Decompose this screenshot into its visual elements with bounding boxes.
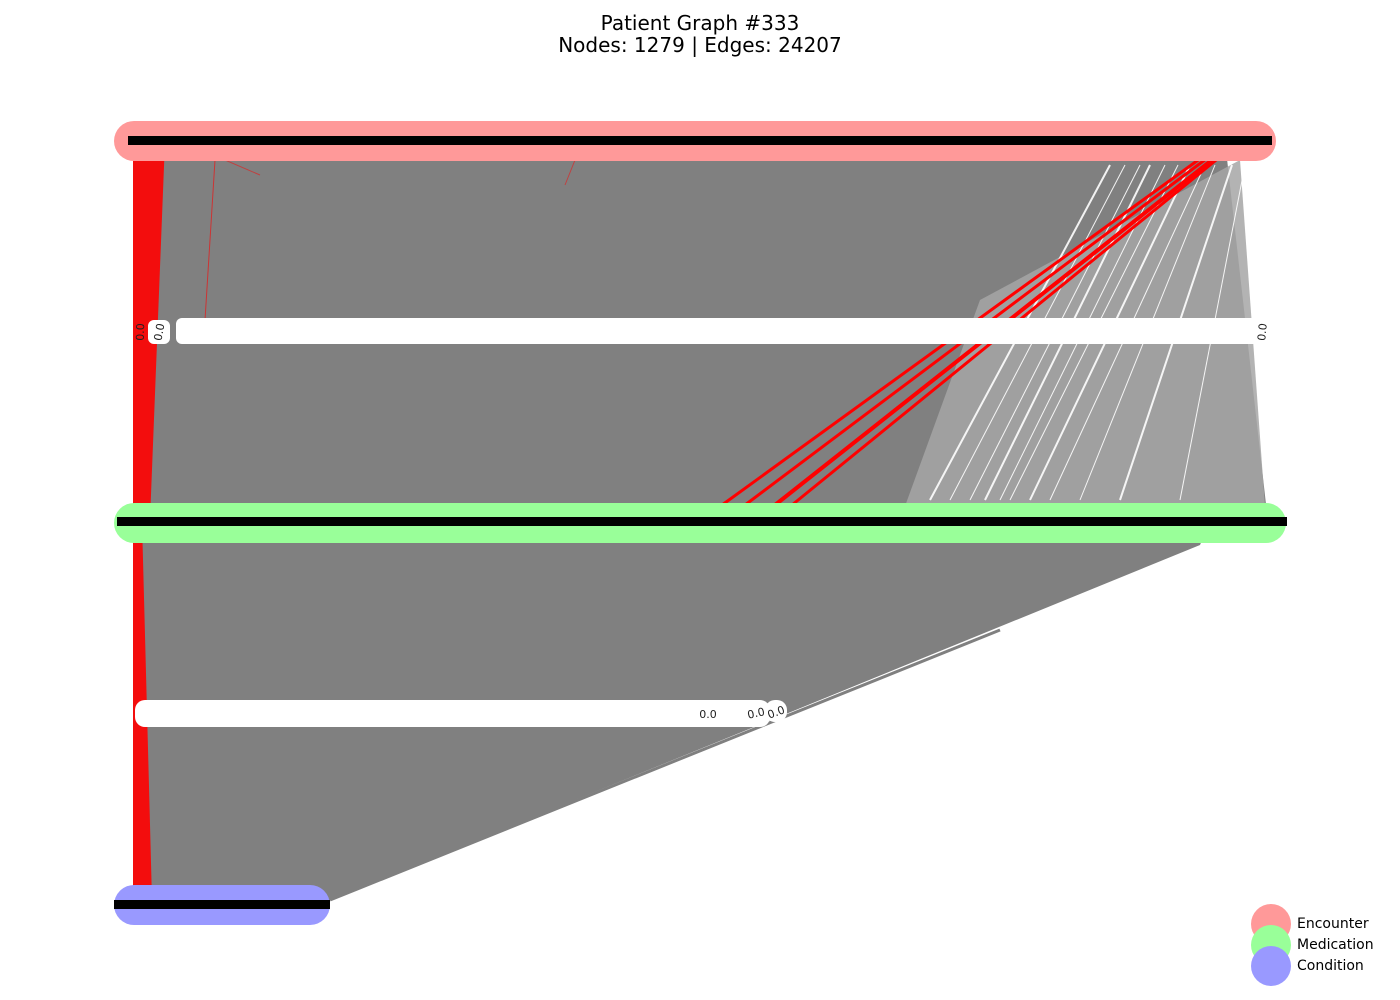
graph-title: Patient Graph #333 [601,11,800,35]
edge-label-lower-3: 0.0 [766,703,787,721]
edge-label-lower-2: 0.0 [746,705,766,721]
edge-outlier-1 [329,628,1001,902]
legend-label-encounter: Encounter [1297,916,1369,932]
edge-label-box-upper-left [148,320,170,344]
edge-label-upper-2: 0.0 [134,323,148,341]
highlight-fan-2 [224,159,261,176]
edge-label-band-upper [176,318,1276,344]
edge-labels-upper: 0.0 0.0 0.0 [134,318,1276,344]
highlight-fan-3 [564,159,576,186]
legend-marker-condition [1251,946,1291,986]
condition-node-labels [114,900,330,909]
condition-nodes [114,885,330,925]
legend: Encounter Medication Condition [1251,904,1374,986]
encounter-node-labels [128,136,1272,145]
medication-nodes [114,503,1287,543]
edge-label-lower-1: 0.0 [699,708,717,721]
encounter-nodes [114,121,1276,161]
edge-label-box-lower-right [765,700,787,722]
legend-label-medication: Medication [1297,937,1374,953]
graph-subtitle: Nodes: 1279 | Edges: 24207 [558,33,842,57]
edge-labels-lower: 0.0 0.0 0.0 [135,700,787,727]
edge-outlier-2 [329,639,961,896]
edge-label-upper-3: 0.0 [1255,323,1270,342]
edge-label-band-lower [135,700,770,727]
medication-node-labels [117,517,1287,526]
edge-label-upper-1: 0.0 [152,322,168,341]
legend-label-condition: Condition [1297,958,1364,974]
highlight-fan-1 [204,159,216,321]
